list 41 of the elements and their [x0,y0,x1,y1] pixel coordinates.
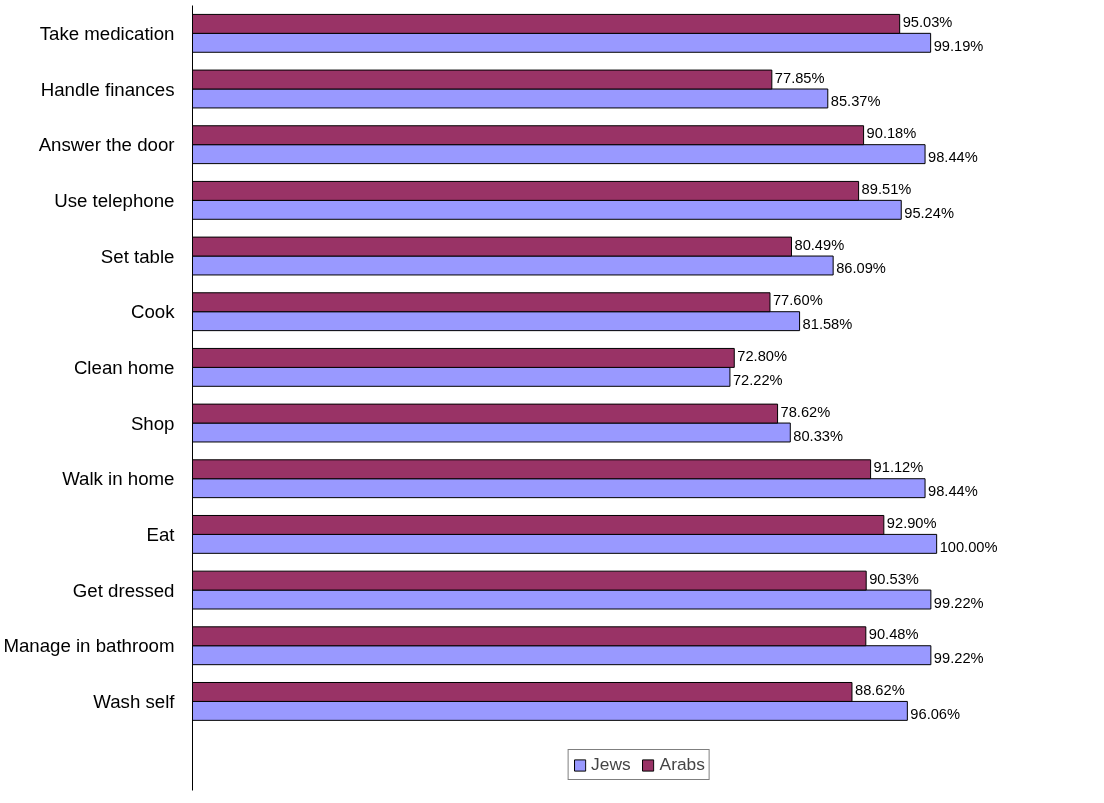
y-tick-label: Shop [130,412,175,434]
y-tick-label: Cook [130,301,176,323]
data-label: 90.48% [868,626,919,643]
data-label: 89.51% [861,180,912,197]
data-label: 99.19% [933,37,984,54]
y-tick-label: Use telephone [54,189,175,211]
data-label: 90.18% [866,125,917,142]
data-label: 77.85% [774,69,825,86]
y-tick-label: Manage in bathroom [3,635,175,657]
data-label: 92.90% [886,514,937,531]
y-tick-label: Set table [100,245,175,267]
data-label: 99.22% [933,650,984,667]
y-tick-label: Eat [146,523,176,545]
y-tick-label: Get dressed [72,579,175,601]
y-tick-label: Answer the door [38,134,175,156]
data-label: 80.49% [794,236,845,253]
y-tick-label: Take medication [39,22,175,44]
legend-label: Jews [591,754,631,775]
y-tick-label: Walk in home [62,468,175,490]
data-label: 95.03% [902,13,953,30]
data-label: 78.62% [780,403,831,420]
data-label: 81.58% [802,316,853,333]
data-label: 91.12% [873,459,924,476]
data-label: 90.53% [869,570,919,587]
data-label: 85.37% [830,93,881,110]
y-tick-label: Handle finances [40,78,175,100]
data-label: 86.09% [836,260,886,277]
data-label: 98.44% [928,149,978,166]
y-tick-label: Wash self [93,690,176,712]
data-label: 95.24% [904,204,954,221]
data-label: 77.60% [772,292,823,309]
data-label: 72.22% [732,371,783,388]
y-tick-label: Clean home [73,356,175,378]
data-label: 99.22% [933,594,984,611]
data-label: 80.33% [793,427,844,444]
data-label: 100.00% [939,538,998,555]
legend-label: Arabs [659,754,705,775]
data-label: 98.44% [928,483,978,500]
data-label: 72.80% [737,347,787,364]
data-label: 96.06% [910,705,961,722]
data-label: 88.62% [854,681,905,698]
